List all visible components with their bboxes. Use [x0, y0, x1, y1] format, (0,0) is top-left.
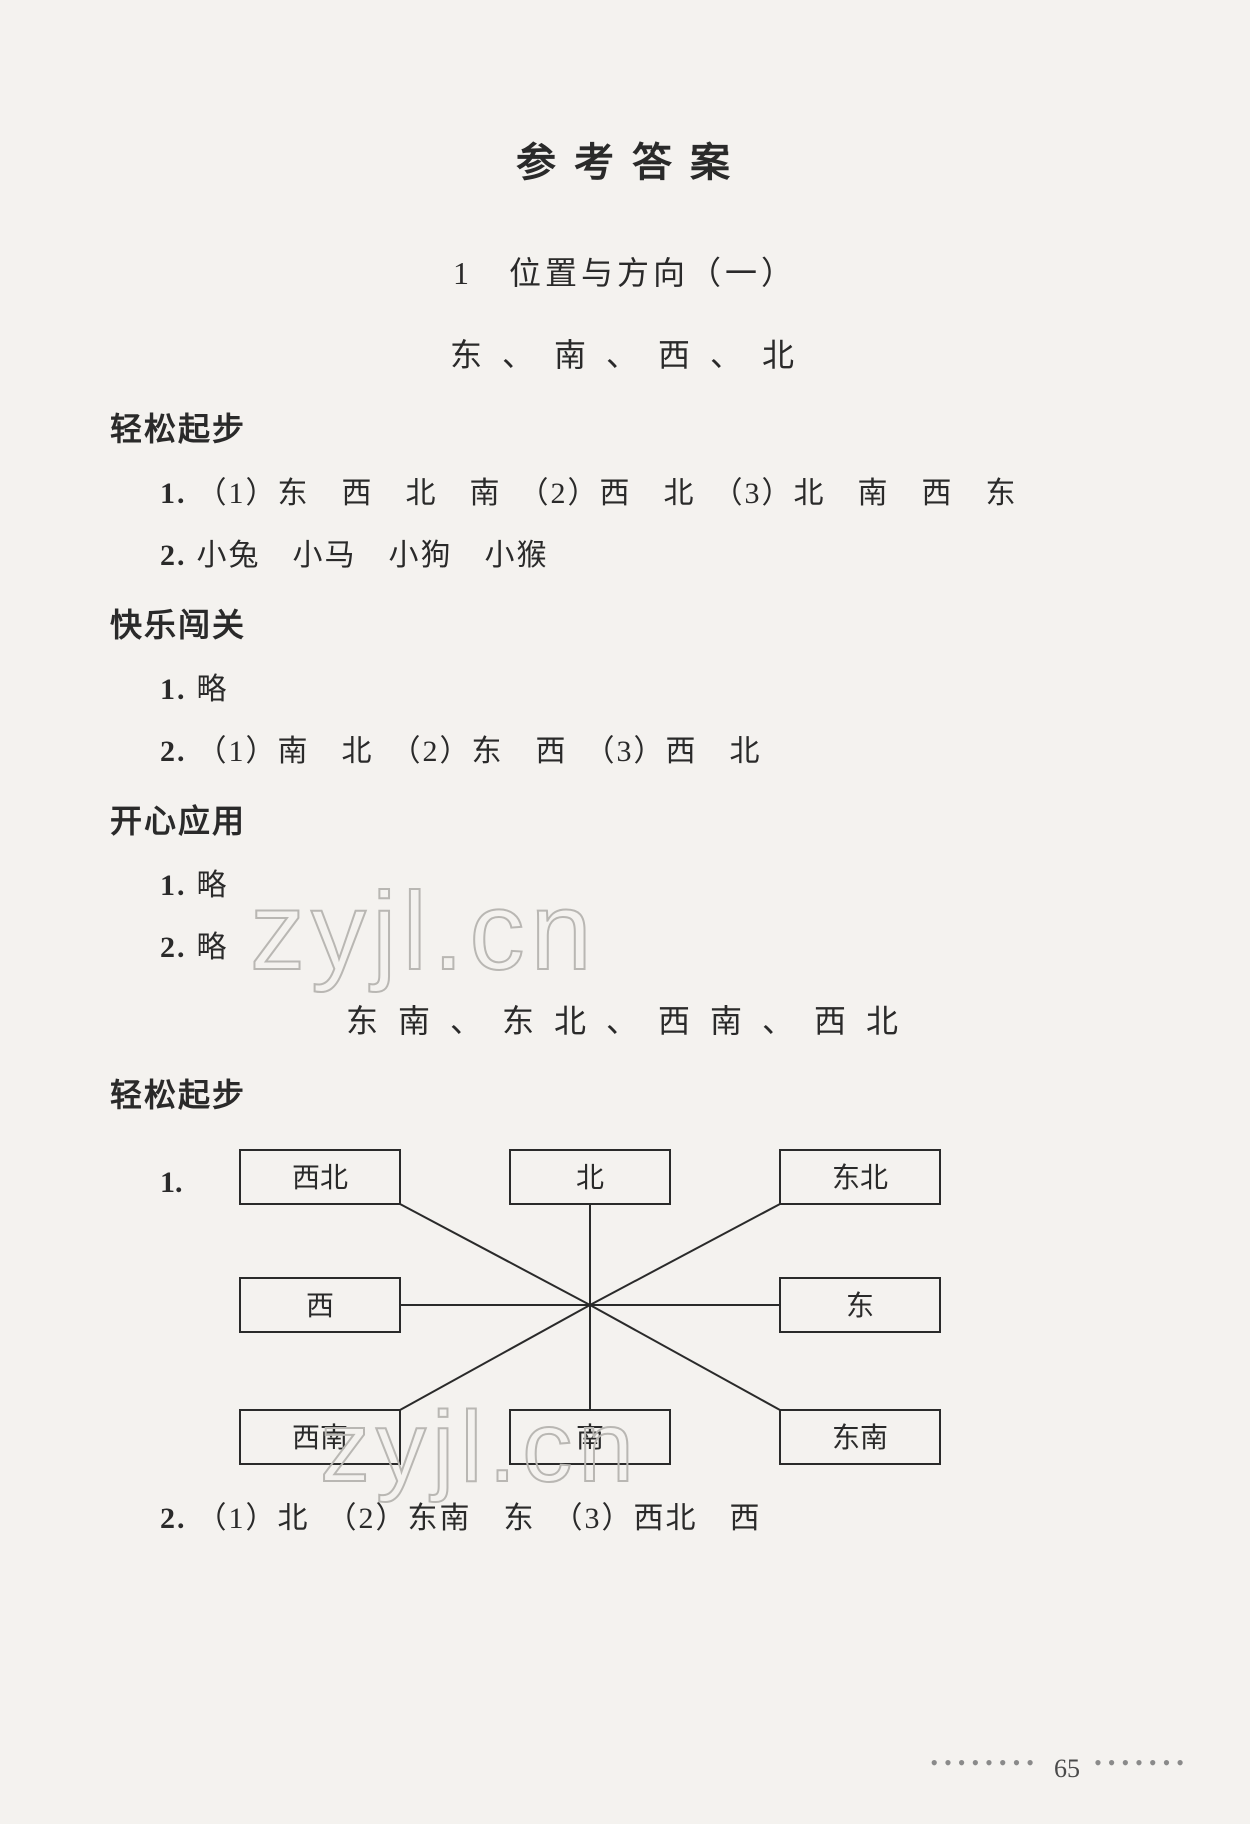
page-title: 参 考 答 案: [110, 130, 1140, 188]
footer-dots: ••••••••: [930, 1750, 1040, 1776]
item-number: 2.: [160, 1502, 187, 1535]
answer-line: 1. 略: [160, 664, 1140, 708]
section-kuaile: 快乐闯关: [110, 600, 1140, 646]
answer-line: 2. （1）南 北 （2）东 西 （3）西 北: [160, 726, 1140, 770]
item-number: 1.: [160, 1166, 183, 1200]
item-text: （1）南 北 （2）东 西 （3）西 北: [197, 735, 762, 768]
compass-diagram: 1. 西北 北 东北西 东西南 南 东南: [160, 1140, 1140, 1475]
answer-line: 2. 小兔 小马 小狗 小猴: [160, 530, 1140, 574]
item-number: 1.: [160, 477, 187, 510]
page-number: 65: [1054, 1754, 1080, 1784]
compass-svg: 西北 北 东北西 东西南 南 东南: [210, 1140, 970, 1470]
subchapter-1: 东 、 南 、 西 、 北: [110, 330, 1140, 376]
chapter-title: 1 位置与方向（一）: [110, 248, 1140, 294]
item-text: （1）东 西 北 南 （2）西 北 （3）北 南 西 东: [197, 477, 1018, 510]
svg-text:北: 北: [576, 1163, 604, 1194]
section-qingsongqibu-2: 轻松起步: [110, 1070, 1140, 1116]
item-number: 2.: [160, 931, 187, 964]
svg-text:东南: 东南: [832, 1422, 888, 1454]
svg-text:西南: 西南: [292, 1422, 348, 1454]
answer-line: 2. 略: [160, 922, 1140, 966]
svg-text:西: 西: [306, 1291, 334, 1322]
answer-line: 1. 略: [160, 860, 1140, 904]
item-number: 1.: [160, 673, 187, 706]
item-number: 2.: [160, 539, 187, 572]
subchapter-2: 东 南 、 东 北 、 西 南 、 西 北: [110, 996, 1140, 1042]
answer-line: 1. （1）东 西 北 南 （2）西 北 （3）北 南 西 东: [160, 468, 1140, 512]
page: 参 考 答 案 1 位置与方向（一） 东 、 南 、 西 、 北 轻松起步 1.…: [0, 0, 1250, 1824]
svg-text:东北: 东北: [832, 1162, 888, 1194]
svg-text:东: 东: [846, 1290, 874, 1322]
item-text: 略: [197, 869, 229, 902]
item-text: 略: [197, 673, 229, 706]
answer-line: 2. （1）北 （2）东南 东 （3）西北 西: [160, 1493, 1140, 1537]
item-text: 略: [197, 931, 229, 964]
svg-text:南: 南: [576, 1422, 604, 1454]
item-text: 小兔 小马 小狗 小猴: [197, 539, 549, 572]
footer-dots: •••••••: [1094, 1750, 1190, 1776]
item-number: 2.: [160, 735, 187, 768]
item-text: （1）北 （2）东南 东 （3）西北 西: [197, 1502, 762, 1535]
section-kaixin: 开心应用: [110, 796, 1140, 842]
svg-text:西北: 西北: [292, 1163, 348, 1194]
section-qingsongqibu-1: 轻松起步: [110, 404, 1140, 450]
item-number: 1.: [160, 869, 187, 902]
